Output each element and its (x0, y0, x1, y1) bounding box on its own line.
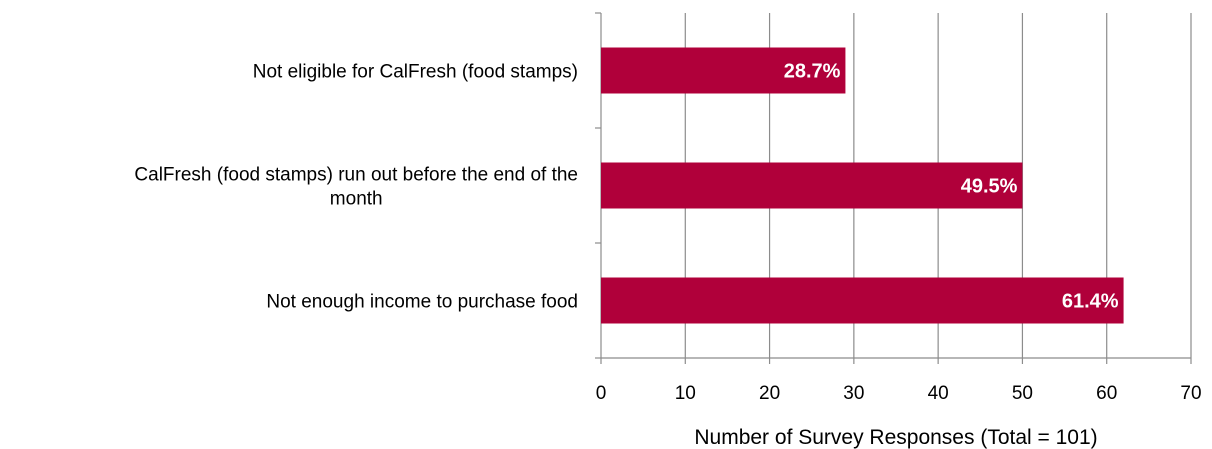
data-label: 61.4% (1062, 291, 1119, 313)
category-label-line: Not eligible for CalFresh (food stamps) (253, 62, 578, 83)
x-tick-label: 60 (1096, 383, 1117, 404)
category-label-line: CalFresh (food stamps) run out before th… (134, 165, 578, 186)
bar (601, 162, 1023, 209)
x-tick-label: 70 (1180, 383, 1201, 404)
x-tick-label: 30 (843, 383, 864, 404)
x-tick-label: 10 (675, 383, 696, 404)
x-tick-label: 0 (596, 383, 607, 404)
category-label-line: month (330, 189, 383, 210)
x-tick-label: 20 (759, 383, 780, 404)
category-label: Not enough income to purchase food (266, 292, 578, 313)
x-tick-label: 50 (1012, 383, 1033, 404)
category-label: Not eligible for CalFresh (food stamps) (253, 62, 578, 83)
labels: 0 10 20 30 40 50 60 70 28.7% Not eligible for Cal… (134, 61, 1201, 405)
category-label: CalFresh (food stamps) run out before th… (134, 165, 578, 210)
bars (601, 47, 1124, 324)
bar (601, 47, 846, 94)
data-label: 49.5% (961, 176, 1018, 198)
category-label-line: Not enough income to purchase food (266, 292, 578, 313)
x-tick-label: 40 (928, 383, 949, 404)
bar (601, 277, 1124, 324)
x-axis-title: Number of Survey Responses (Total = 101) (694, 426, 1097, 449)
data-label: 28.7% (784, 61, 841, 83)
